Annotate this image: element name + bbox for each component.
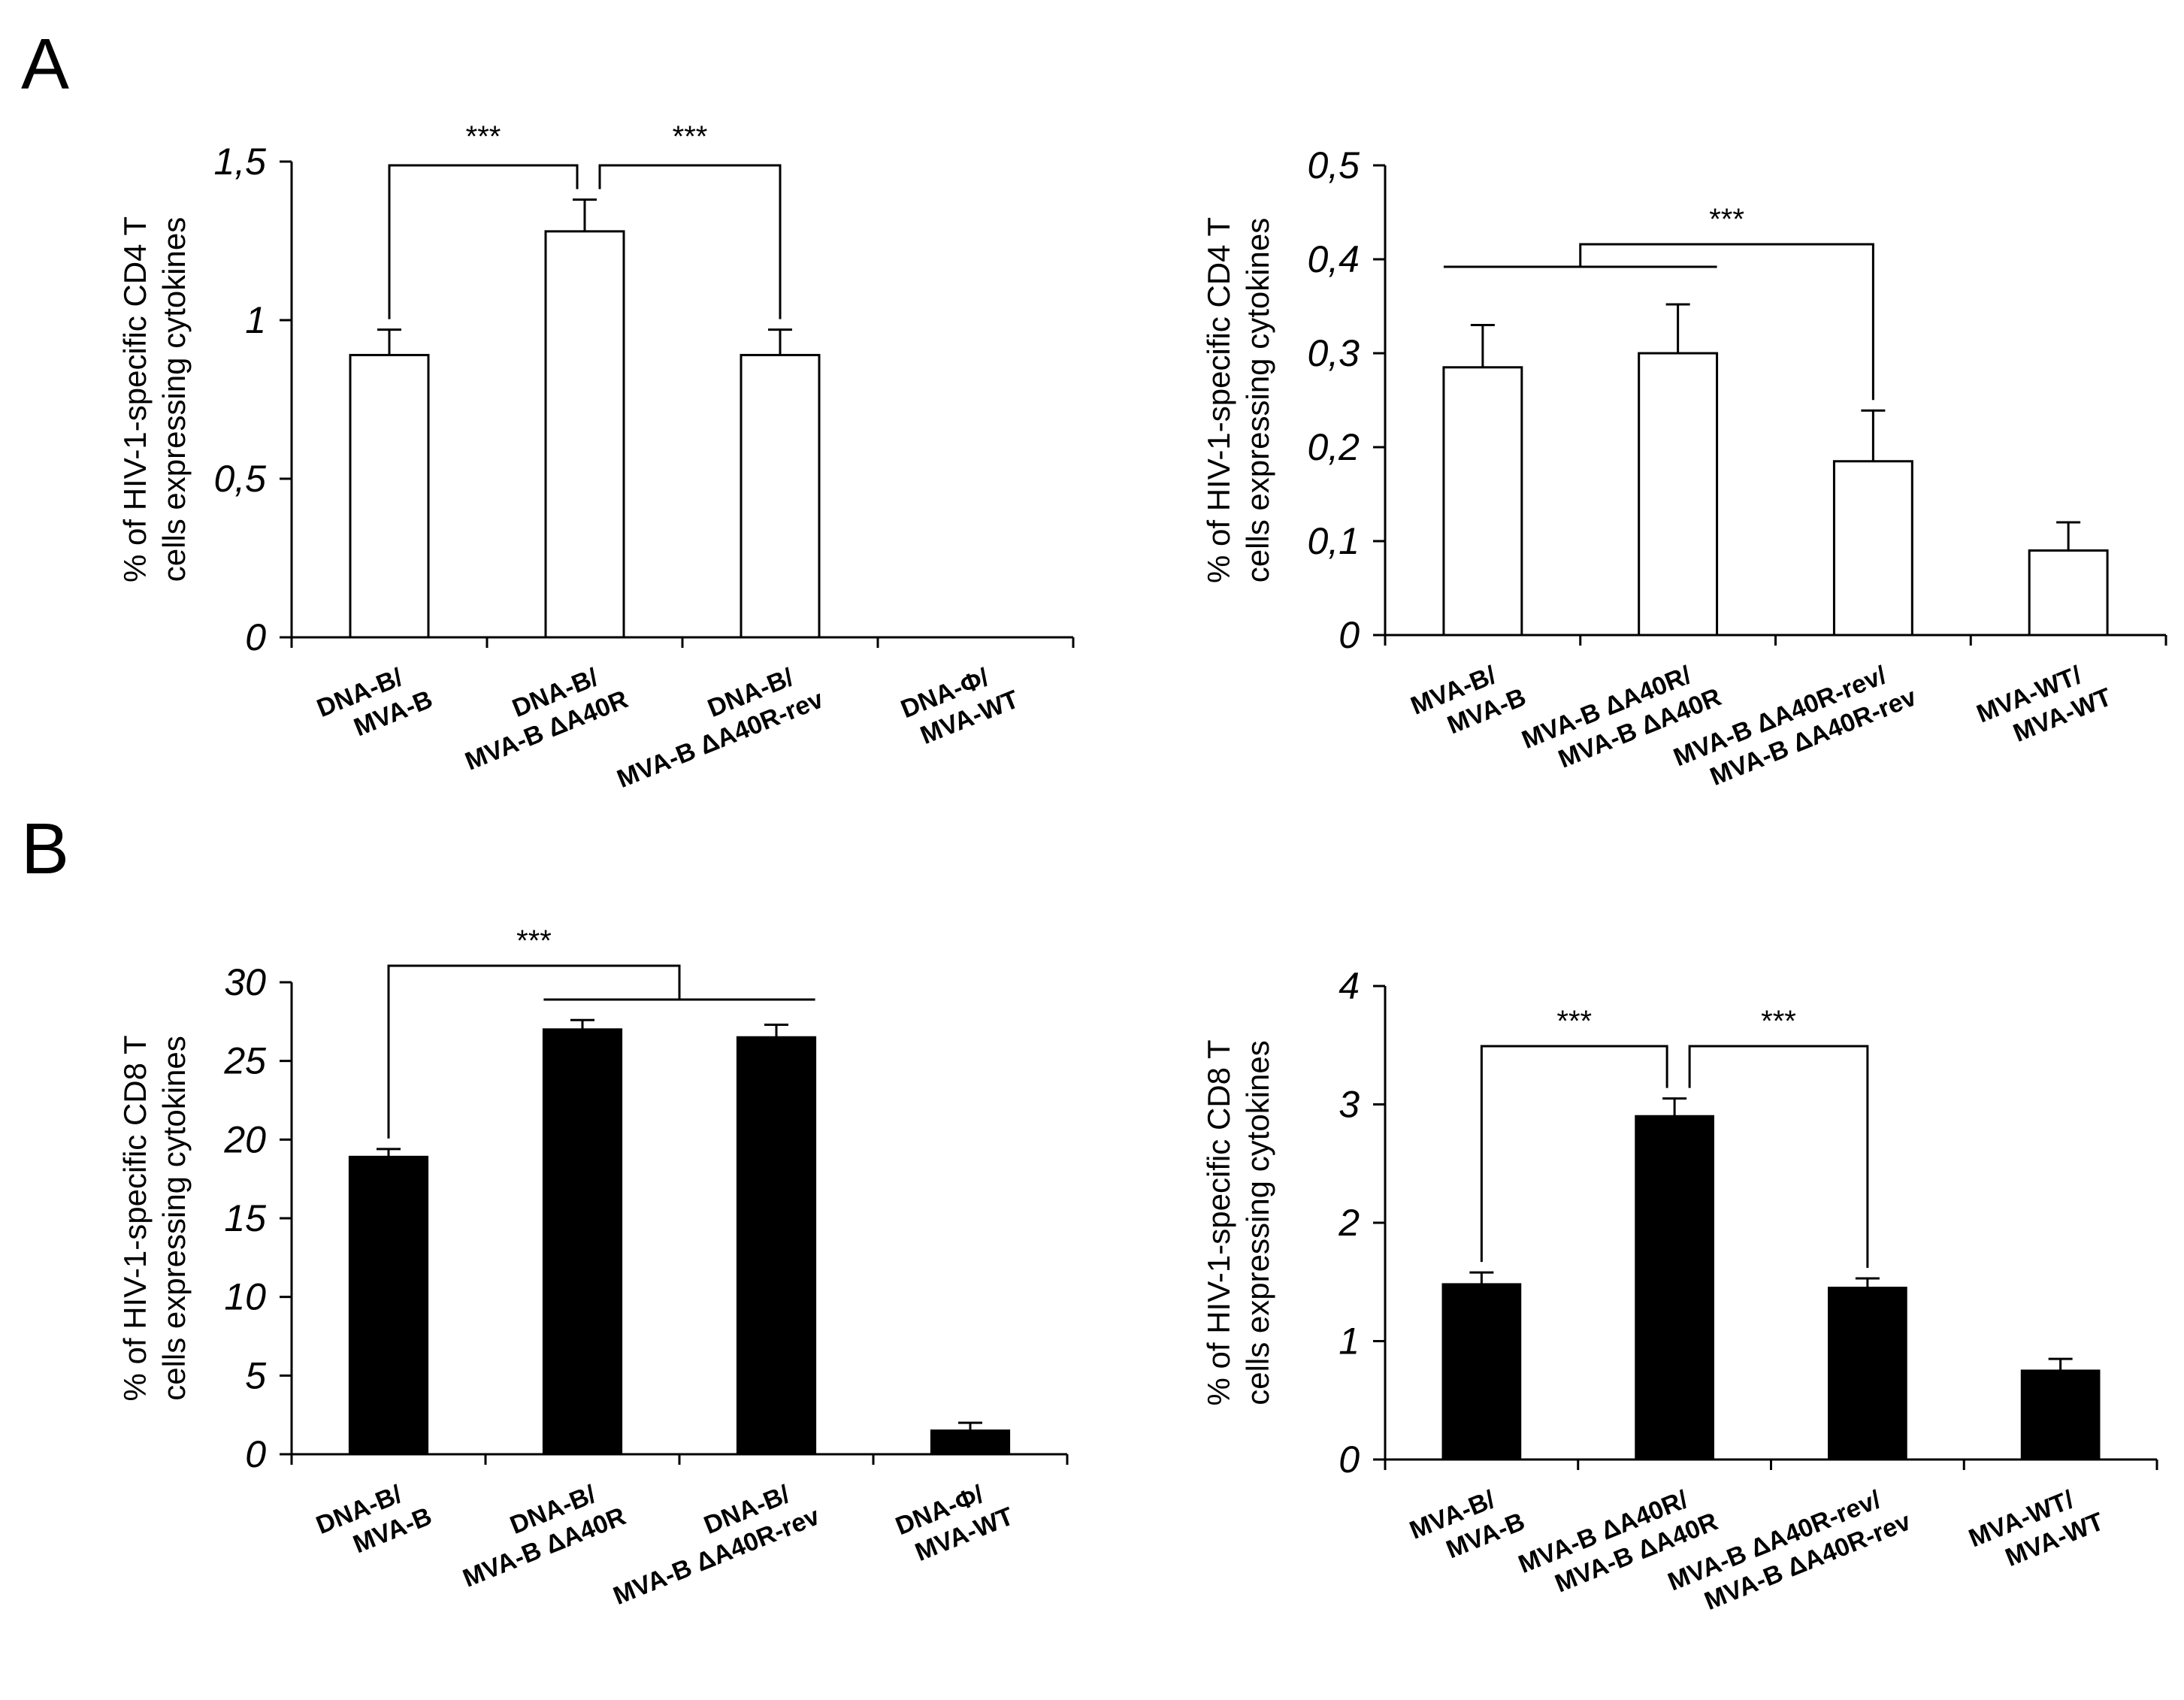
category-label: MVA-WT/MVA-WT <box>1973 653 2116 758</box>
y-tick-label: 30 <box>224 961 266 1003</box>
bar <box>349 353 430 639</box>
category-label: MVA-B/MVA-B <box>1405 1478 1529 1574</box>
significance-label: *** <box>1709 203 1744 236</box>
significance-bracket <box>388 164 579 319</box>
bar <box>1832 460 1913 637</box>
y-tick-label: 0 <box>1339 1438 1360 1481</box>
y-axis-label-line: cells expressing cytokines <box>156 217 192 582</box>
bar <box>740 353 821 639</box>
y-tick-label: 3 <box>1339 1084 1360 1126</box>
y-tick-label: 1 <box>1339 1320 1360 1363</box>
y-tick-label: 25 <box>223 1040 266 1082</box>
significance-label: *** <box>1556 1005 1592 1038</box>
chart-a-right: 0 0,1 0,2 0,3 0,4 0,5 % of HIV-1-specific CD4 … <box>1201 144 2167 801</box>
category-label: DNA-B/MVA-B ΔA40R-rev <box>601 655 827 794</box>
y-tick-label: 0 <box>1339 614 1360 656</box>
bar <box>2028 549 2109 637</box>
y-axis-label-line: % of HIV-1-specific CD8 T <box>1201 1039 1236 1405</box>
y-axis-label-line: cells expressing cytokines <box>1240 218 1275 583</box>
y-tick-label: 1 <box>245 299 266 341</box>
bar <box>1828 1287 1907 1461</box>
y-tick-label: 0,4 <box>1307 238 1360 280</box>
bar <box>544 230 625 639</box>
y-tick-label: 5 <box>245 1354 266 1396</box>
y-tick-label: 0 <box>245 1433 266 1475</box>
y-axis-label-line: cells expressing cytokines <box>156 1036 192 1401</box>
significance-bracket <box>598 164 782 319</box>
panel-letter-a: A <box>21 24 69 104</box>
category-label: DNA-Φ/MVA-WT <box>891 1472 1018 1570</box>
y-axis-label-line: cells expressing cytokines <box>1240 1040 1275 1405</box>
y-tick-label: 0,5 <box>213 458 266 500</box>
significance-bracket <box>1480 1045 1668 1263</box>
y-axis-label-line: % of HIV-1-specific CD4 T <box>1201 217 1236 583</box>
significance-bracket <box>387 964 681 1139</box>
bar <box>2020 1369 2101 1461</box>
significance-label: *** <box>466 120 501 153</box>
y-tick-label: 0,2 <box>1307 426 1360 468</box>
y-tick-label: 1,5 <box>213 141 266 183</box>
y-tick-label: 4 <box>1339 965 1360 1007</box>
significance-label: *** <box>1761 1005 1796 1038</box>
y-tick-label: 20 <box>223 1118 266 1160</box>
bar <box>1638 352 1719 637</box>
bar <box>1442 366 1523 637</box>
y-tick-label: 2 <box>1338 1202 1360 1244</box>
y-axis-label-line: % of HIV-1-specific CD4 T <box>117 216 153 582</box>
y-tick-label: 0 <box>245 616 266 658</box>
significance-label: *** <box>673 120 708 153</box>
y-axis-label-line: % of HIV-1-specific CD8 T <box>117 1035 153 1401</box>
significance-bracket <box>1688 1045 1869 1269</box>
category-label: DNA-B/MVA-B <box>313 655 436 752</box>
panel-letter-b: B <box>21 809 69 889</box>
bar <box>736 1036 817 1456</box>
category-label: MVA-B ΔA40R-rev/MVA-B ΔA40R-rev <box>1664 1478 1915 1626</box>
y-tick-label: 0,1 <box>1307 520 1360 562</box>
category-label: DNA-B/MVA-B ΔA40R <box>447 1472 630 1593</box>
category-label: MVA-WT/MVA-WT <box>1965 1478 2107 1582</box>
category-label: DNA-Φ/MVA-WT <box>897 655 1023 753</box>
y-tick-label: 0,5 <box>1307 144 1360 186</box>
category-label: DNA-B/MVA-B <box>312 1472 435 1568</box>
bar <box>930 1429 1011 1456</box>
category-label: MVA-B ΔA40R-rev/MVA-B ΔA40R-rev <box>1670 653 1921 801</box>
bar <box>1635 1115 1714 1461</box>
bar <box>1441 1283 1522 1461</box>
significance-bracket <box>1579 243 1874 401</box>
category-label: DNA-B/MVA-B ΔA40R-rev <box>597 1472 824 1611</box>
y-tick-label: 10 <box>224 1276 266 1318</box>
bar <box>348 1155 429 1456</box>
bar <box>542 1028 623 1456</box>
category-label: DNA-B/MVA-B ΔA40R <box>449 655 632 776</box>
category-label: MVA-B/MVA-B <box>1407 653 1530 749</box>
y-tick-label: 0,3 <box>1307 332 1360 374</box>
y-tick-label: 15 <box>224 1197 266 1239</box>
significance-label: *** <box>516 924 552 957</box>
